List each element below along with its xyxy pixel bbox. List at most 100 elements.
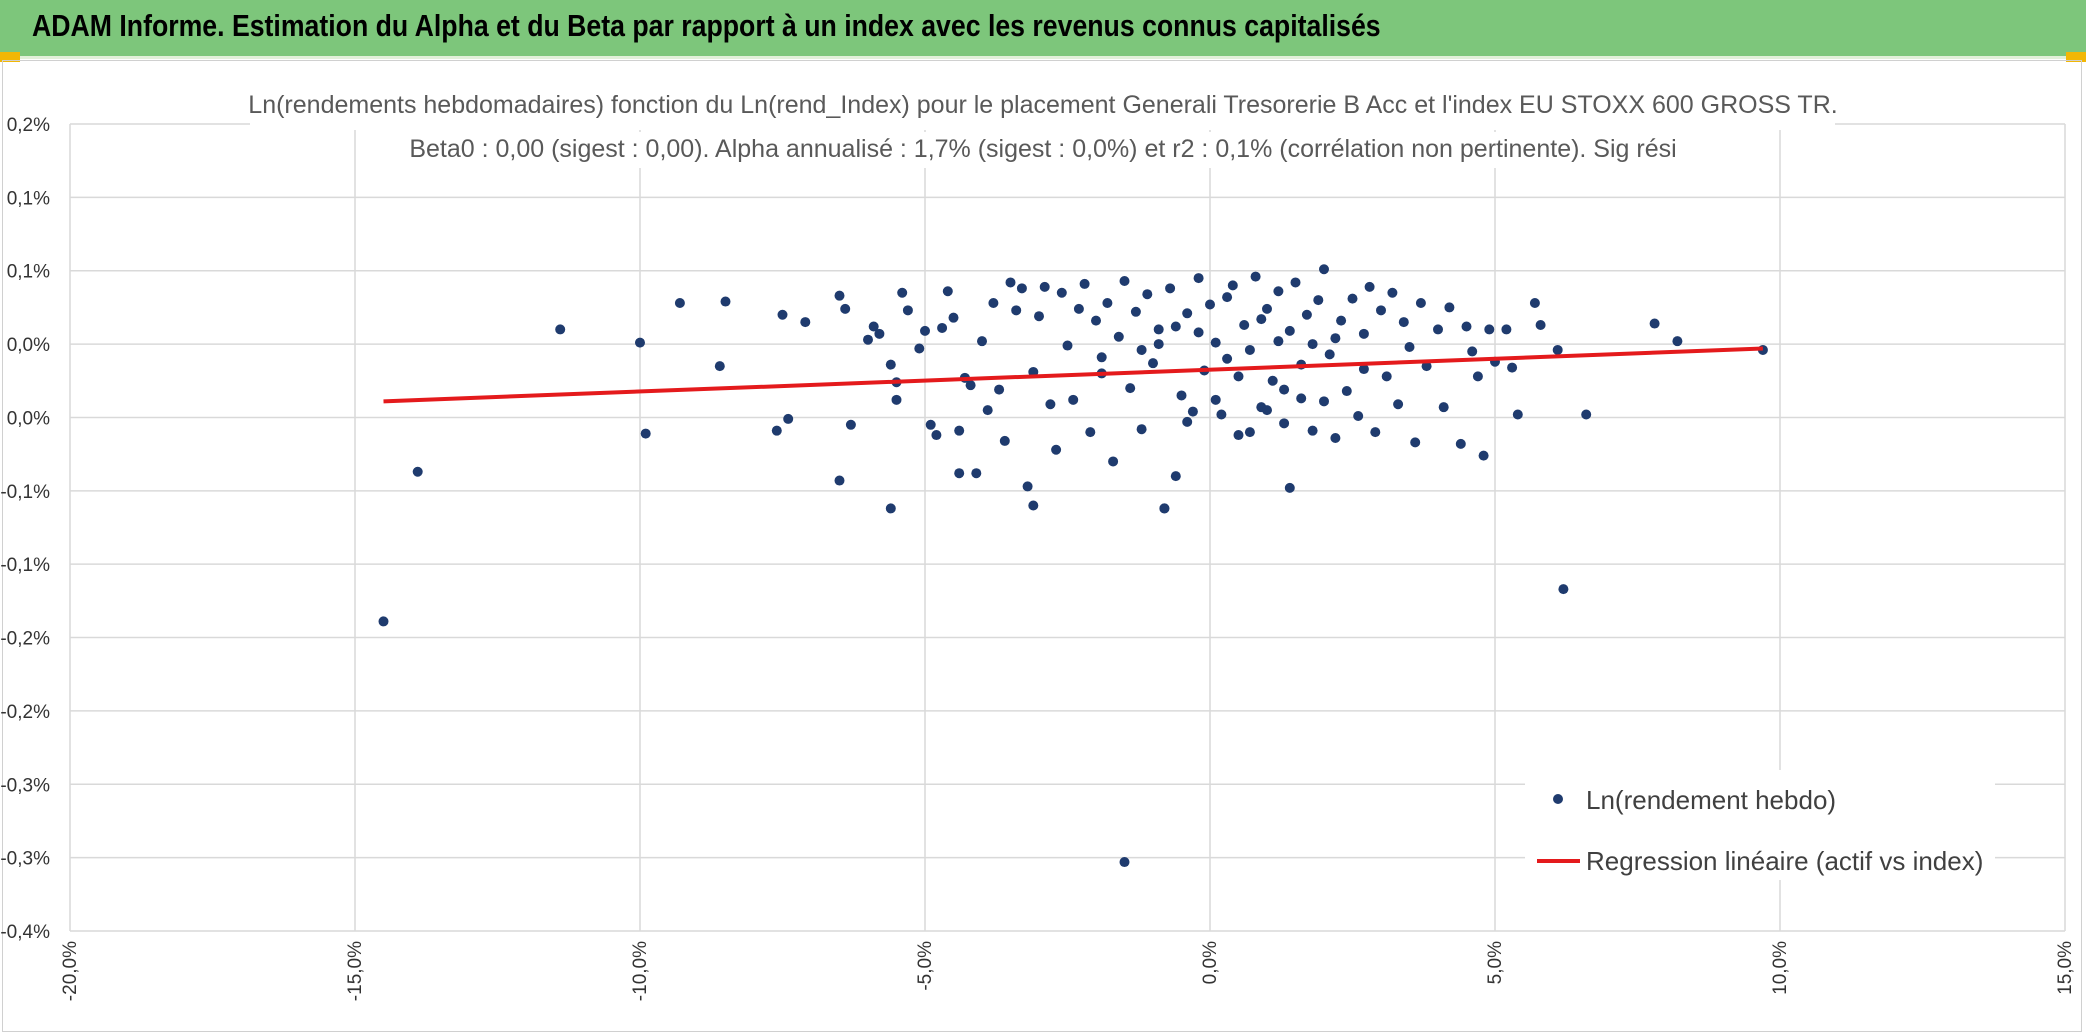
- scatter-point: [1187, 406, 1198, 417]
- scatter-point: [1319, 264, 1329, 275]
- y-tick-label: 0,2%: [7, 115, 50, 136]
- scatter-point: [1073, 303, 1084, 314]
- scatter-point: [1153, 324, 1164, 335]
- scatter-point: [1273, 336, 1284, 347]
- scatter-point: [771, 425, 782, 436]
- scatter-point: [1193, 273, 1204, 284]
- scatter-point: [863, 334, 873, 345]
- scatter-point: [1091, 315, 1101, 326]
- scatter-point: [1415, 298, 1426, 309]
- scatter-point: [1284, 482, 1295, 493]
- scatter-point: [1398, 317, 1409, 328]
- scatter-point: [1119, 275, 1130, 286]
- scatter-point: [1079, 278, 1090, 289]
- scatter-point: [902, 305, 913, 316]
- scatter-point: [1273, 286, 1284, 297]
- scatter-point: [640, 428, 651, 439]
- scatter-point: [1341, 386, 1352, 397]
- scatter-point: [1512, 409, 1523, 420]
- scatter-point: [874, 328, 885, 339]
- title-background-2: [395, 132, 1690, 168]
- scatter-point: [1421, 361, 1432, 372]
- legend-label-regression: Regression linéaire (actif vs index): [1586, 846, 1983, 876]
- y-tick-label: 0,0%: [7, 335, 50, 356]
- scatter-point: [1022, 481, 1033, 492]
- scatter-point: [1045, 399, 1056, 410]
- scatter-point: [954, 425, 965, 436]
- scatter-point: [1051, 444, 1062, 455]
- y-tick-label: -0,3%: [0, 775, 50, 796]
- scatter-point: [1222, 292, 1233, 303]
- scatter-point: [777, 309, 788, 320]
- x-tick-label: -20,0%: [60, 941, 81, 1001]
- scatter-point: [1484, 324, 1495, 335]
- scatter-point: [914, 343, 925, 354]
- scatter-point: [378, 616, 389, 627]
- scatter-point: [1393, 399, 1404, 410]
- scatter-point: [937, 322, 948, 333]
- scatter-point: [1233, 371, 1244, 382]
- scatter-point: [954, 468, 965, 479]
- scatter-point: [1558, 584, 1569, 595]
- scatter-point: [868, 321, 879, 332]
- scatter-point: [1170, 471, 1181, 482]
- x-tick-label: -5,0%: [915, 941, 936, 991]
- scatter-point: [834, 475, 845, 486]
- scatter-point: [1068, 394, 1079, 405]
- y-tick-label: -0,1%: [0, 482, 50, 503]
- scatter-point: [840, 303, 851, 314]
- scatter-point: [845, 419, 856, 430]
- scatter-point: [971, 468, 982, 479]
- scatter-point: [1102, 298, 1113, 309]
- scatter-point: [988, 298, 999, 309]
- scatter-point: [1244, 427, 1255, 438]
- scatter-point: [1387, 287, 1398, 298]
- scatter-point: [948, 312, 959, 323]
- scatter-point: [1467, 346, 1478, 357]
- scatter-point: [920, 325, 930, 336]
- x-axis-ticks: -20,0% -15,0% -10,0% -5,0% 0,0% 5,0% 10,0% 15,0…: [60, 941, 2076, 1001]
- scatter-point: [1062, 340, 1073, 351]
- scatter-point: [1267, 375, 1278, 386]
- scatter-point: [1324, 349, 1335, 360]
- scatter-point: [999, 435, 1010, 446]
- scatter-point: [1227, 280, 1238, 291]
- y-axis-ticks: 0,2% 0,1% 0,1% 0,0% 0,0% -0,1% -0,1% -0,2% -0,2%…: [0, 115, 50, 943]
- y-tick-label: 0,0%: [7, 408, 50, 429]
- scatter-point: [1404, 342, 1415, 353]
- scatter-point: [1307, 339, 1318, 350]
- scatter-point: [1370, 427, 1381, 438]
- scatter-point: [1353, 410, 1364, 421]
- scatter-point: [994, 384, 1005, 395]
- scatter-point: [1433, 324, 1443, 335]
- scatter-point: [1039, 281, 1050, 292]
- scatter-point: [1535, 320, 1546, 331]
- chart-frame: [2, 60, 2082, 1032]
- scatter-point: [897, 287, 908, 298]
- scatter-point: [1256, 314, 1267, 325]
- scatter-point: [1216, 409, 1227, 420]
- scatter-point: [1016, 283, 1027, 294]
- scatter-point: [1222, 353, 1233, 364]
- y-tick-label: -0,2%: [0, 629, 50, 650]
- scatter-point: [1529, 298, 1540, 309]
- scatter-point: [1472, 371, 1483, 382]
- scatter-point: [1182, 416, 1193, 427]
- scatter-point: [1330, 432, 1341, 443]
- scatter-point: [1153, 339, 1164, 350]
- scatter-point: [800, 317, 811, 328]
- scatter-point: [1364, 281, 1375, 292]
- scatter-point: [1478, 450, 1489, 461]
- scatter-point: [1108, 456, 1119, 467]
- scatter-point: [885, 359, 896, 370]
- scatter-point: [1182, 308, 1193, 319]
- scatter-point: [783, 413, 794, 424]
- scatter-point: [1176, 390, 1187, 401]
- scatter-point: [931, 430, 942, 441]
- scatter-point: [942, 286, 953, 297]
- scatter-point: [720, 296, 731, 307]
- scatter-point: [834, 290, 845, 301]
- scatter-point: [1461, 321, 1472, 332]
- scatter-point: [1011, 305, 1022, 316]
